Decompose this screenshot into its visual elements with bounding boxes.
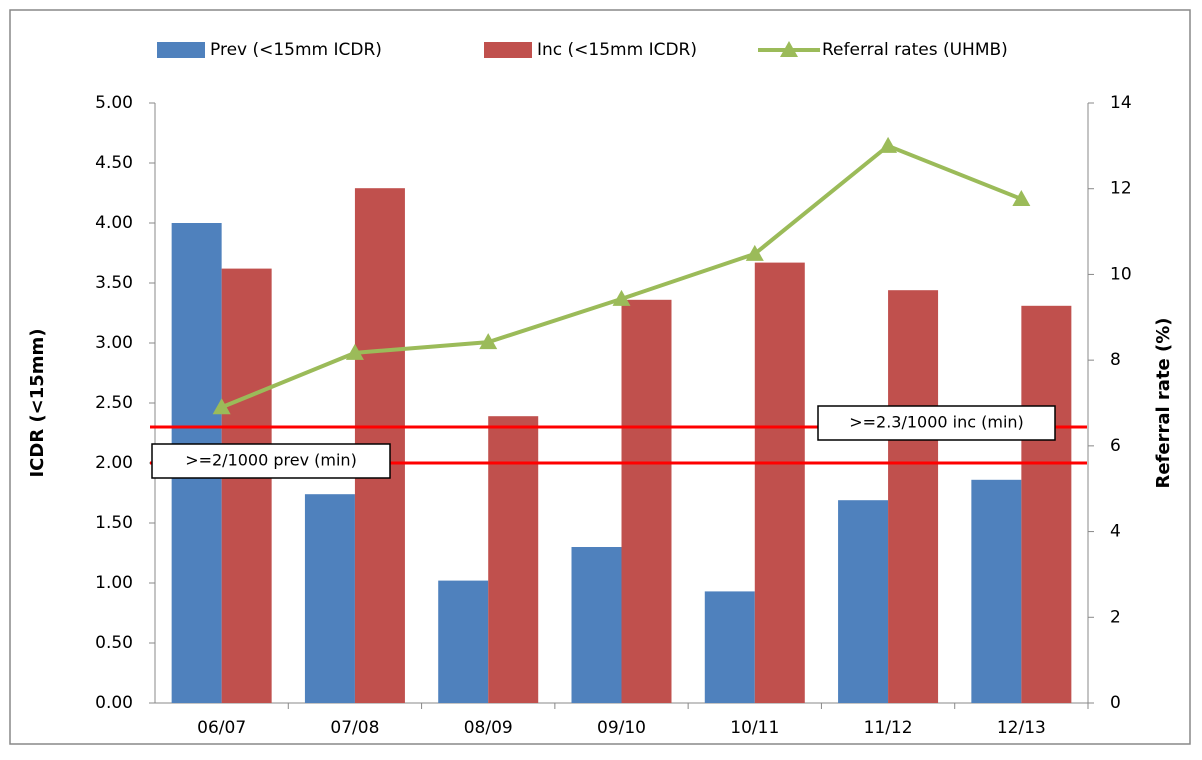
x-tick-label: 11/12: [864, 718, 913, 738]
y2-tick-label: 10: [1110, 264, 1132, 284]
y-tick-label: 1.50: [95, 513, 133, 533]
bar: [754, 262, 805, 703]
x-tick-label: 06/07: [197, 718, 246, 738]
y2-tick-label: 2: [1110, 607, 1121, 627]
y-tick-label: 3.50: [95, 273, 133, 293]
legend-swatch: [484, 42, 532, 58]
bar: [704, 591, 755, 703]
reference-label: >=2.3/1000 inc (min): [849, 413, 1024, 432]
legend-label: Prev (<15mm ICDR): [210, 40, 382, 60]
y-tick-label: 2.50: [95, 393, 133, 413]
bar: [621, 299, 672, 703]
x-tick-label: 10/11: [730, 718, 779, 738]
bar: [888, 290, 939, 703]
y-tick-label: 0.50: [95, 633, 133, 653]
bar: [221, 268, 272, 703]
reference-label: >=2/1000 prev (min): [185, 451, 357, 470]
y-tick-label: 1.00: [95, 573, 133, 593]
y2-tick-label: 14: [1110, 93, 1132, 113]
bar: [971, 479, 1022, 703]
bar: [304, 494, 355, 703]
line-marker: [479, 333, 498, 350]
legend-swatch: [157, 42, 205, 58]
bar: [571, 547, 622, 703]
line-marker: [345, 343, 364, 360]
bar: [838, 500, 889, 703]
line-marker: [745, 244, 764, 261]
y2-tick-label: 8: [1110, 350, 1121, 370]
y-axis-title: ICDR (<15mm): [27, 328, 48, 477]
bar: [488, 416, 539, 703]
bar: [1021, 305, 1072, 703]
y-tick-label: 4.50: [95, 153, 133, 173]
y-tick-label: 2.00: [95, 453, 133, 473]
y2-tick-label: 0: [1110, 693, 1121, 713]
line-marker: [879, 136, 898, 153]
x-tick-label: 07/08: [330, 718, 379, 738]
y-tick-label: 0.00: [95, 693, 133, 713]
x-tick-label: 08/09: [464, 718, 513, 738]
y2-tick-label: 12: [1110, 179, 1132, 199]
legend-label: Inc (<15mm ICDR): [537, 40, 697, 60]
legend-label: Referral rates (UHMB): [822, 40, 1008, 60]
line-marker: [612, 289, 631, 306]
x-tick-label: 12/13: [997, 718, 1046, 738]
x-tick-label: 09/10: [597, 718, 646, 738]
y-tick-label: 3.00: [95, 333, 133, 353]
reference-label-box: [151, 443, 391, 479]
line-marker: [212, 398, 231, 415]
y-tick-label: 5.00: [95, 93, 133, 113]
y2-tick-label: 4: [1110, 522, 1121, 542]
y2-axis-title: Referral rate (%): [1153, 317, 1174, 488]
line-marker: [1012, 190, 1031, 206]
reference-label-box: [817, 405, 1056, 441]
y2-tick-label: 6: [1110, 436, 1121, 456]
bar: [438, 580, 489, 703]
y-tick-label: 4.00: [95, 213, 133, 233]
legend-marker: [780, 41, 798, 57]
